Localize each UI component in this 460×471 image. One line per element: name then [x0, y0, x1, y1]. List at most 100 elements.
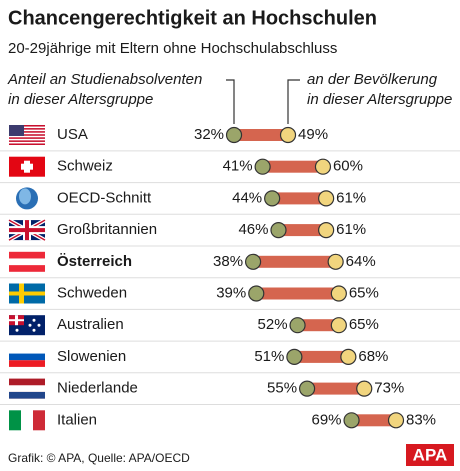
flag-part [9, 137, 45, 139]
value-label: 73% [374, 380, 404, 397]
flag-part [37, 323, 41, 327]
dot-start [248, 285, 265, 302]
dot-end [279, 126, 297, 144]
value-label: 41% [223, 158, 253, 175]
chart-subtitle: 20-29jährige mit Eltern ohne Hochschulab… [8, 40, 337, 57]
dot-start [343, 412, 360, 429]
value-label: 68% [358, 348, 388, 365]
value-label: 32% [194, 126, 224, 143]
range-bar [234, 129, 289, 141]
flag [9, 251, 45, 272]
source: Grafik: © APA, Quelle: APA/OECD [8, 451, 190, 465]
legend-entry: an der Bevölkerung in dieser Altersgrupp… [307, 71, 453, 108]
flag-part [9, 125, 45, 127]
value-label: 65% [349, 284, 379, 301]
category-label: Italien [57, 411, 97, 428]
range-bar [253, 255, 336, 268]
dot-start [298, 380, 316, 397]
category-label: Australien [57, 316, 124, 333]
flag [8, 218, 46, 242]
range-bar [278, 224, 327, 237]
flag-part [9, 360, 45, 367]
category-label: Österreich [57, 253, 132, 270]
flag-part [9, 291, 45, 296]
range-bar [256, 287, 339, 300]
range-bar [307, 382, 365, 395]
category-label: OECD-Schnitt [57, 189, 152, 206]
range-bar [297, 319, 339, 332]
value-label: 60% [333, 158, 363, 175]
dot-start [286, 348, 303, 365]
flag-part [33, 410, 45, 431]
dot-end [314, 158, 332, 175]
value-label: 46% [238, 221, 268, 238]
dot-end [330, 285, 347, 302]
flag-part [9, 319, 24, 322]
value-label: 51% [254, 348, 284, 365]
dot-end [327, 253, 344, 270]
value-label: 39% [216, 284, 246, 301]
flag-part [21, 163, 33, 170]
flag [9, 410, 45, 431]
category-label: USA [57, 126, 88, 143]
flag-part [19, 188, 31, 205]
category-label: Slowenien [57, 348, 126, 365]
flag [9, 156, 45, 177]
flag-part [9, 353, 45, 361]
flag-part [9, 140, 45, 142]
dot-start [289, 317, 306, 334]
flag-part [32, 328, 36, 332]
category-label: Schweiz [57, 158, 113, 175]
flag-part [9, 128, 45, 130]
dot-start [244, 253, 262, 270]
value-label: 44% [232, 189, 262, 206]
dot-end [330, 317, 347, 334]
value-label: 52% [258, 316, 288, 333]
category-label: Niederlande [57, 380, 138, 397]
dot-start [264, 190, 281, 207]
flag-part [9, 228, 45, 233]
value-label: 38% [213, 253, 243, 270]
flag-part [9, 410, 21, 431]
range-bar [272, 192, 327, 205]
dot-end [318, 222, 335, 239]
value-label: 69% [312, 411, 342, 428]
flag-part [9, 258, 45, 266]
value-label: 55% [267, 380, 297, 397]
flag [9, 283, 45, 304]
flag-part [9, 391, 45, 399]
legend-entry: Anteil an Studienabsolventen in dieser A… [8, 71, 203, 108]
logo-box [406, 444, 454, 466]
category-label: Schweden [57, 284, 127, 301]
flag-part [9, 143, 45, 145]
value-label: 64% [346, 253, 376, 270]
value-label: 83% [406, 411, 436, 428]
value-label: 61% [336, 221, 366, 238]
value-label: 65% [349, 316, 379, 333]
flag-part [9, 125, 24, 136]
range-bar [294, 350, 349, 363]
flag-part [15, 328, 19, 332]
dot-end [340, 348, 357, 365]
dot-end [318, 190, 335, 207]
chart-title: Chancengerechtigkeit an Hochschulen [8, 7, 377, 29]
range-bar [262, 160, 323, 173]
range-bar [351, 414, 397, 427]
category-label: Großbritannien [57, 221, 157, 238]
dot-start [254, 158, 271, 175]
flag [16, 187, 38, 210]
flag-part [9, 385, 45, 392]
dot-end [387, 412, 405, 429]
legend-connector [226, 79, 300, 124]
flag-part [9, 134, 45, 136]
flag-part [28, 323, 32, 327]
value-label: 49% [298, 126, 328, 143]
flag-part [9, 131, 45, 133]
flag [9, 346, 45, 367]
dot-start [225, 126, 243, 144]
flag [9, 378, 45, 399]
flag [9, 315, 45, 336]
logo: APA [413, 445, 448, 464]
